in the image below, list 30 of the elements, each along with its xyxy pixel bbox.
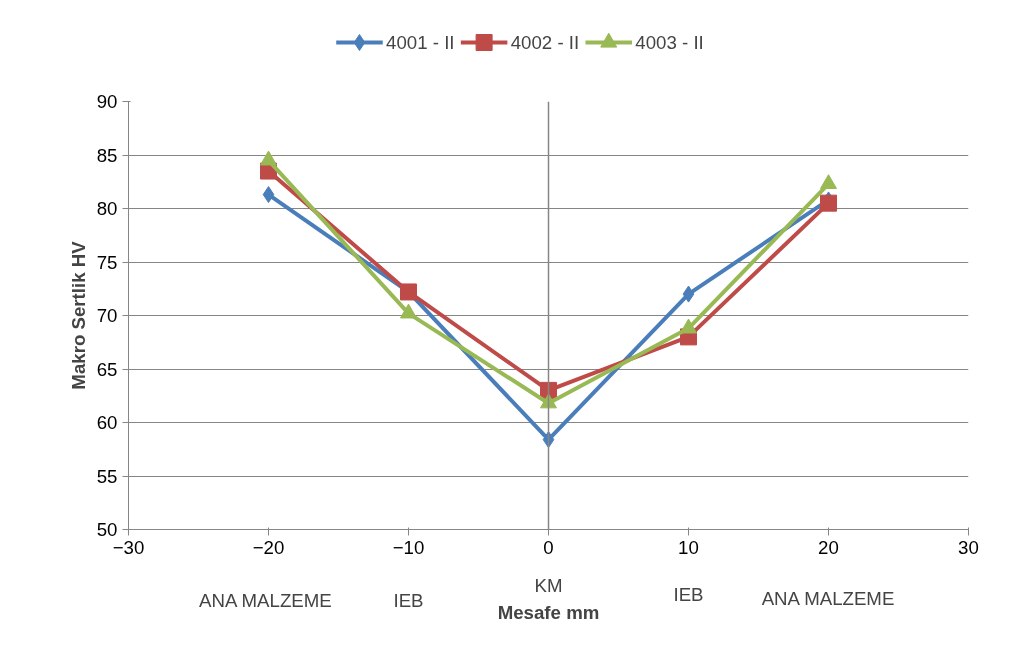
- y-tick-label: 60: [96, 412, 118, 433]
- legend-label: 4001 - II: [386, 32, 455, 53]
- text: IEB: [673, 584, 704, 605]
- legend-label: 4003 - II: [635, 32, 704, 53]
- point: [262, 186, 275, 204]
- text: ANA MALZEME: [199, 590, 332, 611]
- point: [682, 285, 695, 303]
- x-tick-label: −20: [252, 536, 285, 558]
- x-tick-label: −10: [392, 536, 425, 558]
- y-tick-label: 80: [96, 198, 118, 219]
- y-tick-label: 70: [96, 305, 118, 326]
- x-axis-title: Mesafe mm: [497, 602, 600, 623]
- x-tick-label: 20: [818, 536, 839, 558]
- point: [680, 318, 697, 334]
- y-tick-label: 65: [96, 358, 118, 380]
- text: ANA MALZEME: [761, 588, 895, 609]
- y-tick-label: 55: [96, 465, 118, 487]
- point: [400, 303, 417, 319]
- legend-label: 4002 - II: [510, 32, 580, 53]
- point: [260, 150, 277, 166]
- y-tick-label: 75: [96, 251, 118, 273]
- text: KM: [534, 575, 563, 596]
- point: [820, 174, 837, 190]
- x-tick-label: 0: [543, 536, 554, 558]
- y-tick-label: 90: [96, 91, 118, 112]
- y-tick-label: 85: [96, 144, 118, 166]
- text: IEB: [393, 590, 424, 611]
- x-tick-label: 10: [678, 536, 699, 558]
- y-axis-title: Makro Sertlik HV: [67, 240, 89, 390]
- x-tick-label: 30: [958, 536, 979, 558]
